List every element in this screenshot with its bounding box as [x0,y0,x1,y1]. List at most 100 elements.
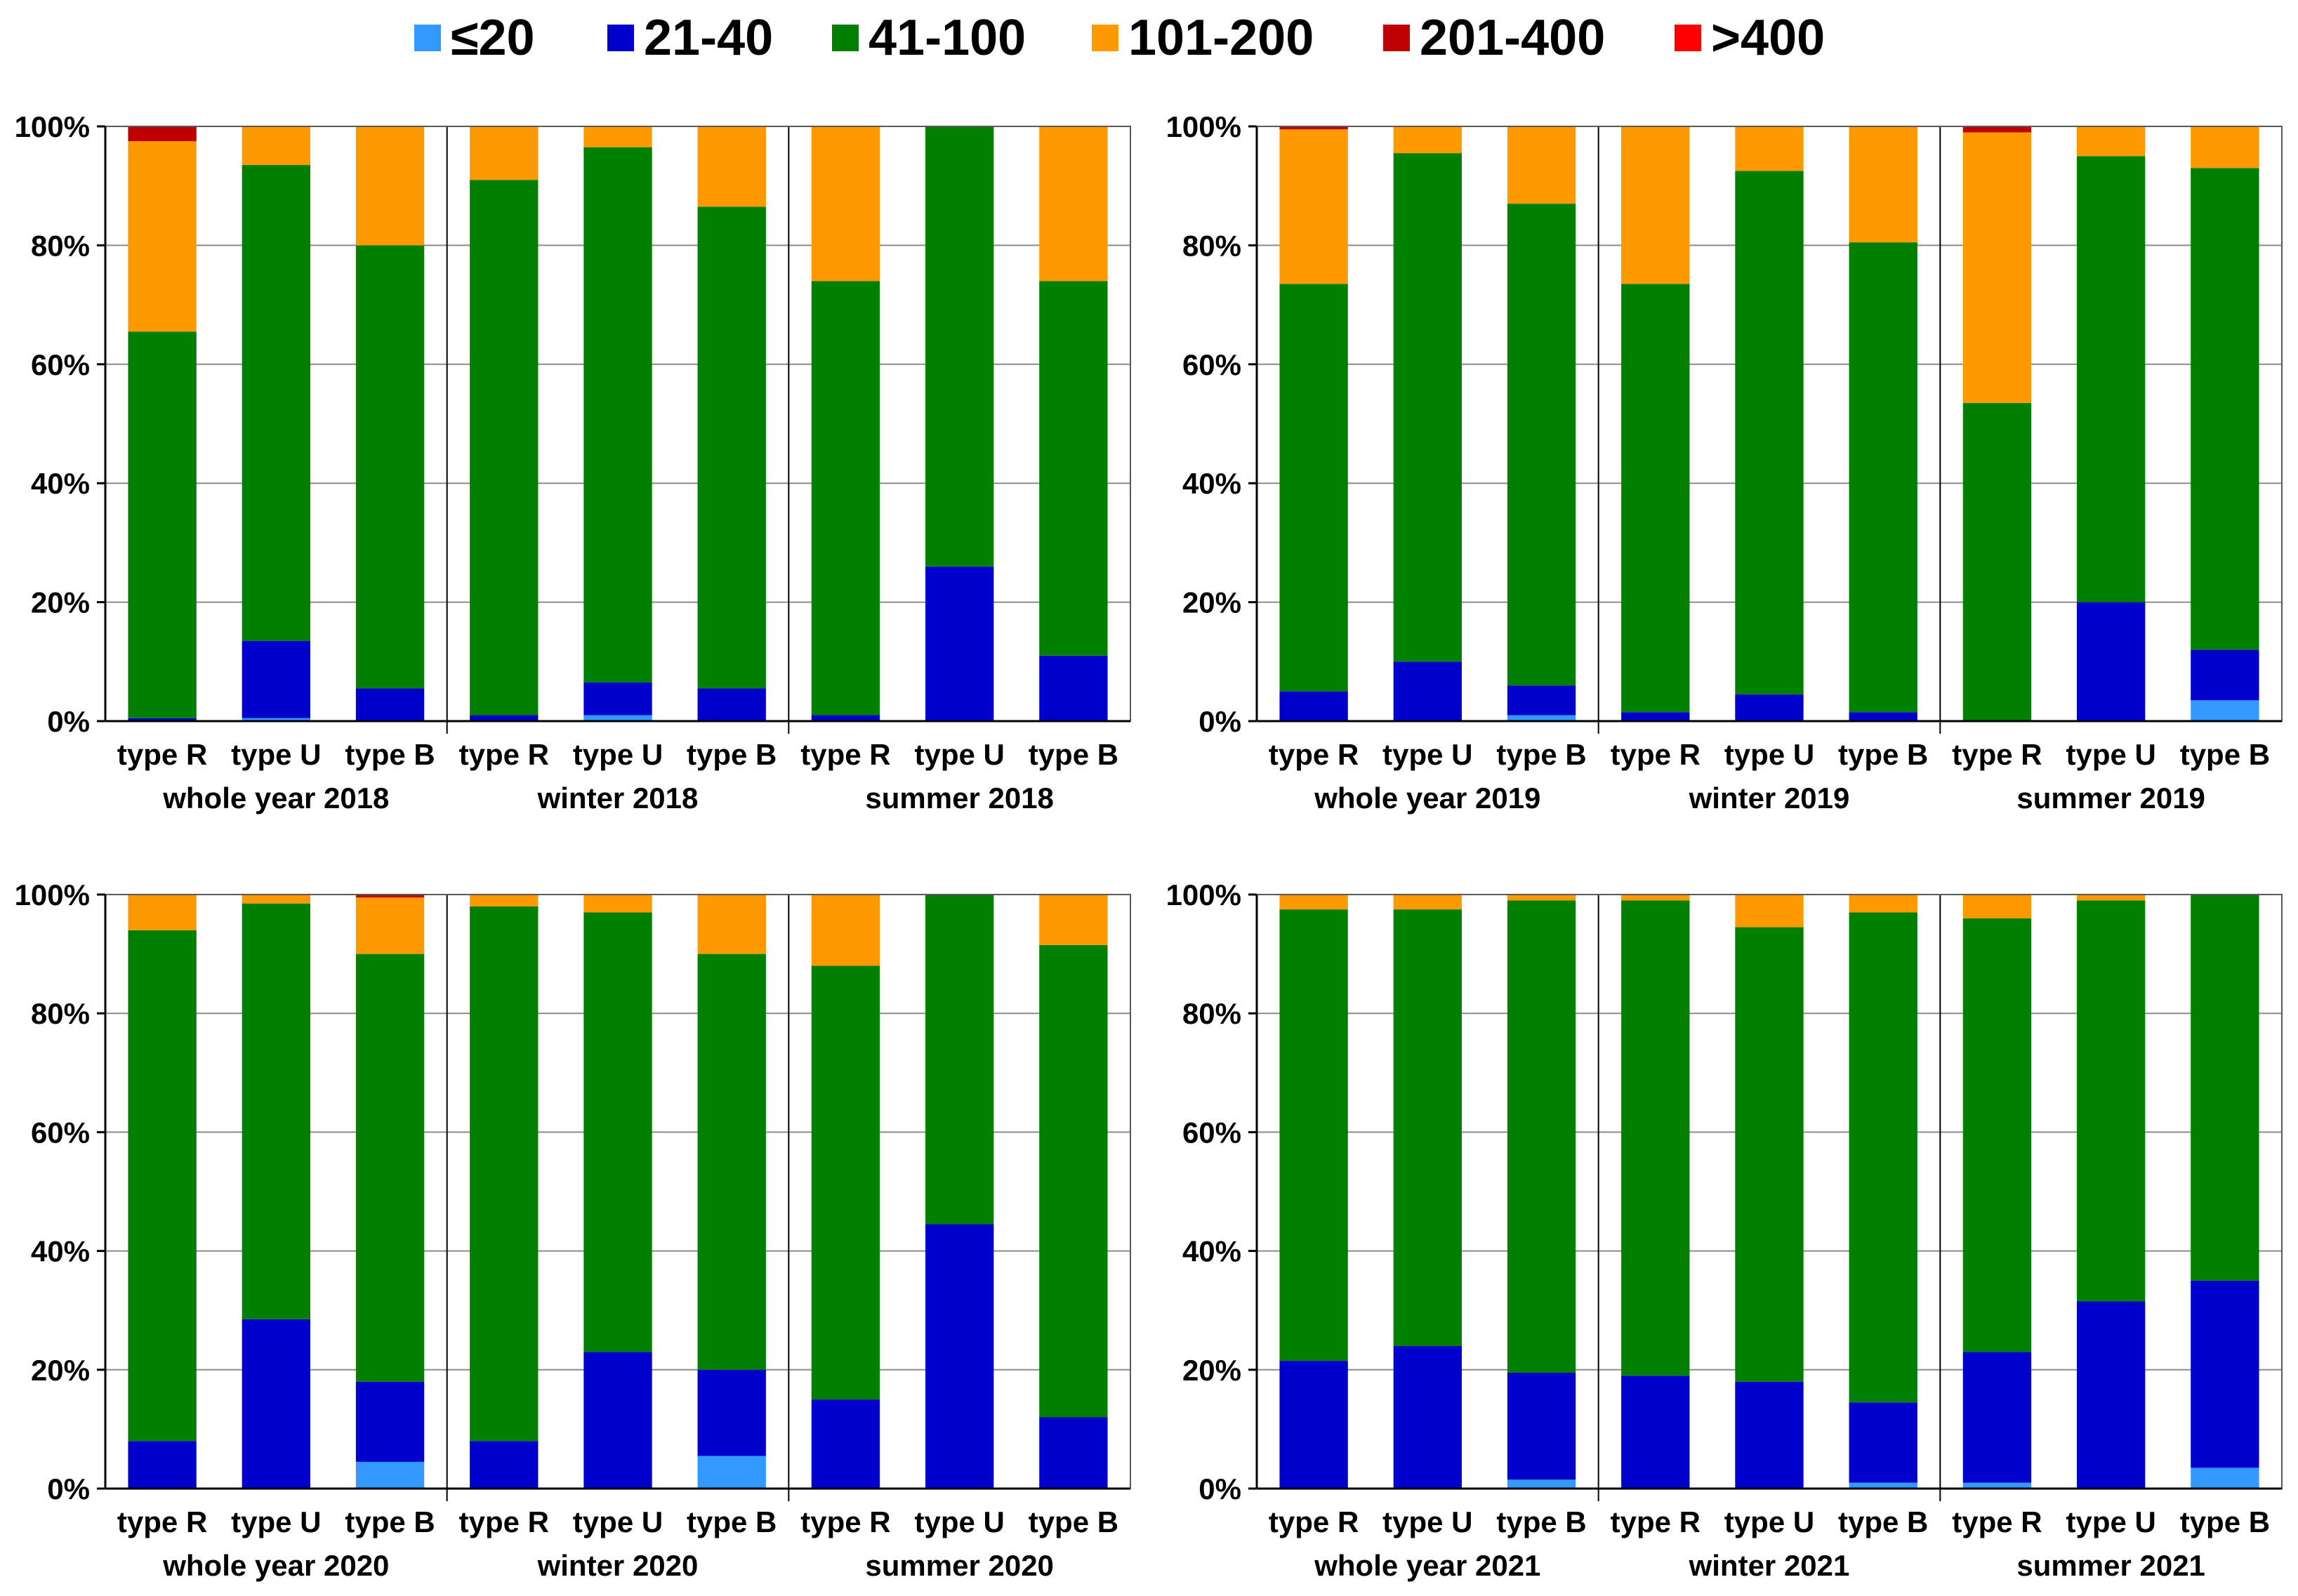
bar-segment [925,1224,994,1489]
bar-segment [2077,126,2146,157]
bar-segment [925,126,994,567]
y-tick-label: 80% [1182,997,1241,1030]
bar-segment [1621,895,1690,901]
x-category-label: type R [117,738,207,771]
legend-item: 21-40 [607,10,773,66]
bar-segment [1279,909,1348,1361]
bar-segment [1849,126,1917,243]
bar-segment [470,715,539,721]
bar-segment [242,718,310,721]
legend-label: 41-100 [869,10,1026,66]
bar-segment [1849,712,1917,721]
bar-segment [1393,661,1462,721]
bar-segment [128,126,197,142]
x-category-label: type R [800,738,890,771]
bar-segment [583,912,652,1352]
chart-panel: 0% 20% 40% 60% 80% 100% type R type U type B type… [1166,878,2283,1582]
y-tick-label: 100% [1166,110,1241,143]
bar-segment [811,965,880,1400]
x-category-label: type B [687,1505,777,1538]
bar-segment [697,688,766,721]
bar-segment [470,906,539,1442]
bar-segment [583,126,652,147]
bar-segment [470,895,539,906]
bar-segment [2191,700,2259,721]
bar-segment [1279,1361,1348,1489]
bar-segment [355,1461,425,1489]
bar-segment [1279,284,1348,692]
x-category-label: type R [1611,1505,1701,1538]
bar-segment [697,206,766,689]
bar-segment [697,895,766,954]
legend: ≤20 21-40 41-100 101-200 201-400 >400 [0,0,2298,77]
y-tick-label: 0% [47,705,90,738]
legend-label: 201-400 [1420,10,1606,66]
bar-segment [128,141,197,332]
bar-segment [1962,132,2032,403]
x-category-label: type R [459,1505,549,1538]
x-category-label: type U [573,1505,663,1538]
bar-segment [1735,927,1804,1382]
x-category-label: type U [1724,738,1814,771]
x-category-label: type B [687,738,777,771]
bar-segment [242,640,310,718]
bar-segment [470,126,539,180]
group-label: summer 2019 [2016,781,2205,815]
bar-segment [1849,242,1917,713]
bar-segment [355,895,425,898]
bar-segment [583,895,652,913]
bar-segment [1507,715,1576,721]
bar-segment [1962,895,2032,918]
bar-segment [1039,126,1108,282]
x-category-label: type B [1838,738,1928,771]
bar-segment [1507,895,1576,901]
bar-segment [355,245,425,689]
x-category-label: type U [231,1505,321,1538]
bar-segment [697,1369,766,1456]
group-label: summer 2021 [2016,1549,2205,1582]
bar-segment [128,1441,197,1489]
bar-segment [1735,1381,1804,1489]
bar-segment [1849,1482,1917,1489]
x-category-label: type B [2180,738,2270,771]
bar-segment [1849,912,1917,1403]
bar-segment [1039,944,1108,1418]
bar-segment [1735,171,1804,694]
bar-segment [470,1441,539,1489]
y-tick-label: 80% [31,997,90,1030]
y-tick-label: 60% [31,1116,90,1149]
chart-panel: 0% 20% 40% 60% 80% 100% type R type U type B type… [1166,110,2283,815]
group-label: whole year 2018 [162,781,389,815]
bar-segment [1962,1352,2032,1483]
y-tick-label: 80% [31,229,90,262]
chart-panel: 0% 20% 40% 60% 80% 100% type R type U type B type… [15,110,1131,815]
bar-segment [1279,129,1348,284]
group-label: winter 2020 [537,1549,699,1582]
legend-item: 41-100 [832,10,1026,66]
x-category-label: type U [914,1505,1004,1538]
group-label: whole year 2020 [162,1549,389,1582]
x-category-label: type U [2066,1505,2155,1538]
bar-segment [1507,1479,1576,1489]
bar-segment [1621,126,1690,284]
bar-segment [1507,126,1576,204]
bar-segment [583,147,652,682]
bar-segment [697,126,766,207]
bar-segment [583,682,652,715]
legend-label: ≤20 [451,10,535,66]
y-tick-label: 40% [1182,1235,1241,1268]
bar-segment [355,126,425,246]
y-tick-label: 100% [1166,878,1241,911]
bar-segment [697,954,766,1370]
legend-swatch [414,25,441,51]
legend-item: ≤20 [414,10,535,66]
x-category-label: type B [345,1505,435,1538]
bar-segment [1735,126,1804,171]
x-category-label: type U [231,738,321,771]
y-tick-label: 60% [1182,1116,1241,1149]
y-tick-label: 40% [31,1235,90,1268]
legend-label: 21-40 [644,10,774,66]
x-category-label: type B [1029,1505,1118,1538]
chart-panel: 0% 20% 40% 60% 80% 100% type R type U type B type… [15,878,1131,1582]
bar-segment [583,1352,652,1489]
